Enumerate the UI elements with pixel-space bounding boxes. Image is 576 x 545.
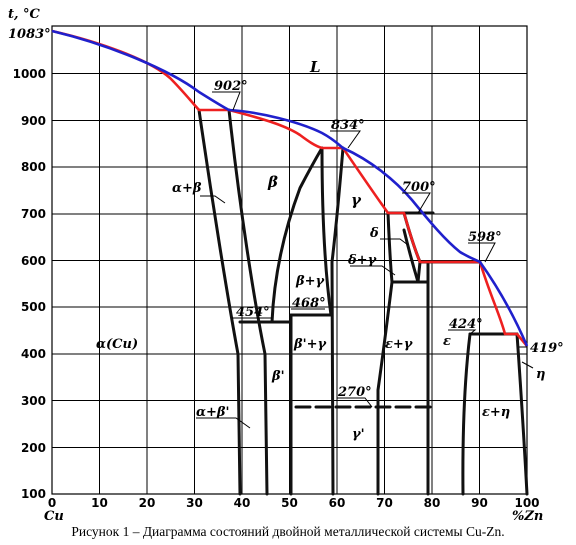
beta-gamma-inner [320, 146, 333, 317]
phase-label-betap: β' [271, 369, 285, 384]
beta-right-boundary [270, 146, 324, 324]
temp-label-419: 419° [530, 341, 564, 356]
y-tick-label: 1000 [13, 67, 46, 81]
x-tick-label: 10 [91, 496, 108, 510]
temp-label-468: 468° [292, 296, 326, 311]
phase-label-eps: ε [443, 334, 451, 349]
temp-label-424: 424° [449, 317, 483, 332]
y-tick-label: 700 [21, 207, 46, 221]
x-tick-label: 60 [329, 496, 346, 510]
x-tick-label: 90 [471, 496, 488, 510]
y-tick-label: 100 [21, 487, 46, 501]
phase-label-beta: β [267, 173, 278, 191]
alpha-solvus-line [197, 108, 242, 496]
y-tick-label: 800 [21, 160, 46, 174]
cu-melting-point: 1083° [8, 27, 51, 42]
solidus-curve [51, 29, 528, 347]
phase-label-alpha-betap: α+β' [196, 405, 230, 420]
phase-label-alpha-cu: α(Cu) [96, 337, 138, 352]
temp-label-454: 454° [236, 305, 270, 320]
temp-label-598: 598° [468, 230, 502, 245]
y-tick-label: 200 [21, 441, 46, 455]
beta-left-boundary [227, 108, 269, 496]
leader-lines [196, 91, 534, 429]
x-tick-label: 20 [139, 496, 156, 510]
phase-label-delta: δ [369, 226, 379, 241]
y-tick-label: 500 [21, 300, 46, 314]
y-tick-label: 300 [21, 394, 46, 408]
x-tick-label: 50 [281, 496, 298, 510]
y-axis-unit: t, °C [8, 7, 41, 22]
gamma-left-boundary [330, 146, 345, 496]
phase-label-alpha-beta: α+β [172, 181, 202, 196]
isotherm-468 [270, 313, 333, 324]
phase-label-gamma: γ [351, 191, 362, 209]
phase-label-betap-gamma: β'+γ [293, 337, 328, 352]
liquidus-curve [51, 29, 529, 347]
x-axis-right-label: %Zn [512, 509, 543, 524]
epsilon-right-boundary [461, 332, 472, 496]
x-tick-label: 80 [424, 496, 441, 510]
x-tick-label: 70 [376, 496, 393, 510]
y-tick-label: 900 [21, 114, 46, 128]
phase-label-eps-gamma: ε+γ [385, 337, 414, 352]
phase-label-eps-eta: ε+η [482, 405, 510, 420]
temp-label-270: 270° [337, 385, 372, 400]
phase-label-gammap: γ' [352, 427, 365, 442]
figure-caption: Рисунок 1 – Диаграмма состояний двойной … [71, 524, 505, 539]
temp-label-700: 700° [402, 180, 436, 195]
y-tick-label: 400 [21, 347, 46, 361]
eta-solvus [515, 332, 529, 496]
y-tick-label: 600 [21, 254, 46, 268]
phase-label-eta: η [536, 367, 545, 382]
phase-label-beta-gamma: β+γ [295, 274, 326, 289]
phase-label-liquid: L [309, 58, 321, 76]
x-tick-label: 100 [514, 496, 539, 510]
x-tick-label: 30 [186, 496, 203, 510]
temp-label-834: 834° [331, 118, 365, 133]
gamma-right-boundary [376, 211, 394, 496]
temp-label-902: 902° [214, 79, 248, 94]
x-tick-label: 0 [48, 496, 56, 510]
x-tick-label: 40 [234, 496, 251, 510]
x-axis-left-label: Cu [44, 509, 64, 524]
phase-label-delta-gamma: δ+γ [347, 253, 378, 268]
delta-eps-line [402, 228, 420, 284]
